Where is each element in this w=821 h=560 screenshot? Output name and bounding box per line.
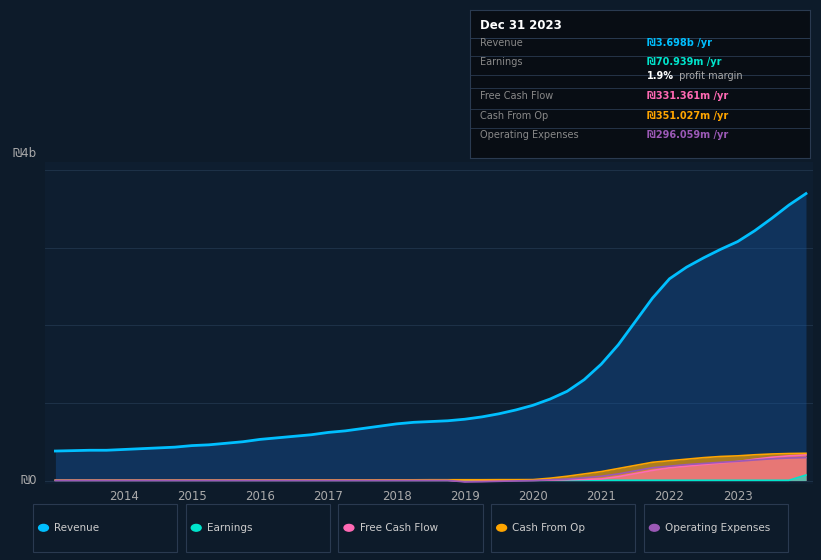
Text: ₪296.059m /yr: ₪296.059m /yr	[647, 130, 728, 140]
Text: Earnings: Earnings	[207, 523, 252, 533]
Text: Dec 31 2023: Dec 31 2023	[479, 18, 562, 31]
Text: Revenue: Revenue	[54, 523, 99, 533]
Text: ₪70.939m /yr: ₪70.939m /yr	[647, 57, 722, 67]
Text: profit margin: profit margin	[676, 71, 742, 81]
Text: Revenue: Revenue	[479, 38, 523, 48]
Text: Free Cash Flow: Free Cash Flow	[360, 523, 438, 533]
Text: Operating Expenses: Operating Expenses	[665, 523, 770, 533]
Text: Cash From Op: Cash From Op	[479, 111, 548, 120]
Text: Earnings: Earnings	[479, 57, 522, 67]
Text: ₪4b: ₪4b	[13, 147, 37, 160]
Text: ₪3.698b /yr: ₪3.698b /yr	[647, 38, 712, 48]
Text: ₪331.361m /yr: ₪331.361m /yr	[647, 91, 728, 101]
Text: ₪0: ₪0	[21, 474, 37, 487]
Text: Free Cash Flow: Free Cash Flow	[479, 91, 553, 101]
Text: ₪351.027m /yr: ₪351.027m /yr	[647, 111, 728, 120]
Text: Operating Expenses: Operating Expenses	[479, 130, 579, 140]
Text: Cash From Op: Cash From Op	[512, 523, 585, 533]
Text: 1.9%: 1.9%	[647, 71, 674, 81]
